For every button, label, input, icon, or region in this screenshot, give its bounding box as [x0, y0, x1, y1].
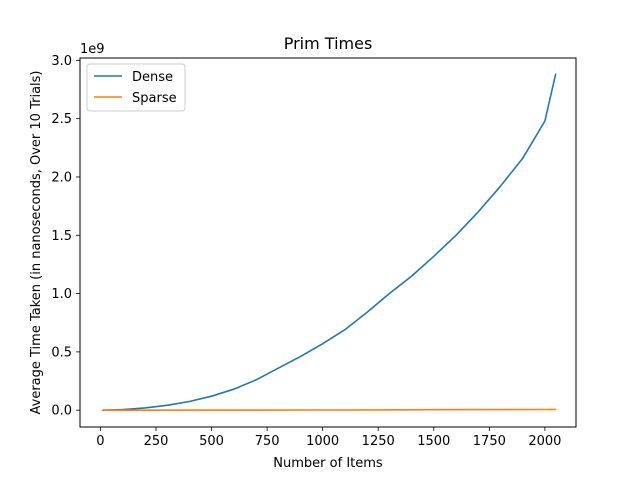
plot-area: [80, 58, 576, 427]
x-tick-label: 500: [199, 434, 224, 449]
legend: Dense Sparse: [86, 63, 186, 112]
y-tick-label: 1.0: [51, 287, 72, 302]
x-axis-label: Number of Items: [273, 456, 383, 471]
y-tick-label: 0.5: [51, 345, 72, 360]
x-axis-ticks: 0 250 500 750 1000 1250 1500 1750 2000: [96, 427, 561, 449]
x-tick-label: 750: [255, 434, 280, 449]
series-line-sparse: [101, 408, 557, 412]
legend-label-dense: Dense: [132, 70, 173, 85]
x-tick-label: 1000: [306, 434, 339, 449]
x-tick-label: 0: [96, 434, 104, 449]
y-tick-label: 3.0: [51, 54, 72, 69]
x-tick-label: 1750: [473, 434, 506, 449]
x-tick-label: 1500: [417, 434, 450, 449]
y-axis-offset-text: 1e9: [80, 42, 105, 57]
legend-label-sparse: Sparse: [132, 91, 177, 106]
x-tick-label: 2000: [528, 434, 561, 449]
x-tick-label: 250: [144, 434, 169, 449]
y-axis-ticks: 0.0 0.5 1.0 1.5 2.0 2.5 3.0: [51, 54, 80, 419]
series-lines: [101, 73, 557, 412]
y-tick-label: 1.5: [51, 229, 72, 244]
y-axis-label: Average Time Taken (in nanoseconds, Over…: [29, 71, 44, 415]
x-tick-label: 1250: [362, 434, 395, 449]
y-tick-label: 2.0: [51, 170, 72, 185]
plot-frame: [79, 57, 577, 428]
y-tick-label: 0.0: [51, 404, 72, 419]
y-tick-label: 2.5: [51, 112, 72, 127]
series-line-dense: [101, 73, 557, 412]
chart-title: Prim Times: [284, 34, 373, 53]
